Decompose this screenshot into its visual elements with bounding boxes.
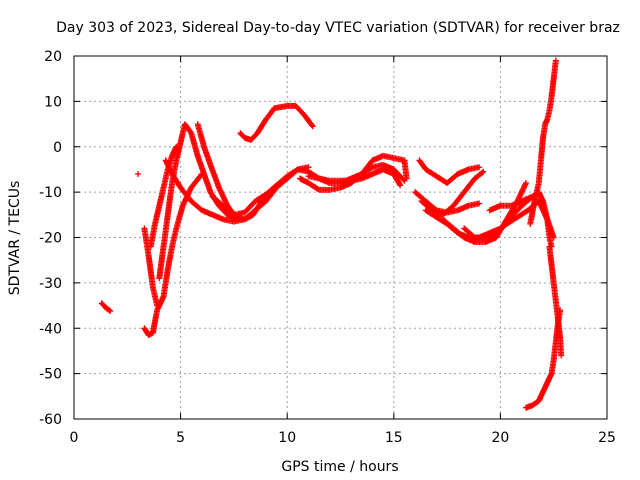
y-tick-label: -40 [39,321,62,337]
x-tick-labels: 0 5 10 15 20 25 [70,430,616,446]
series-sat-n [416,157,483,186]
y-tick-label: -60 [39,412,62,428]
series-sat-t [527,57,559,227]
series-sat-o [418,168,487,218]
data-marks [98,57,565,411]
x-tick-label: 10 [278,430,296,446]
tick-marks [73,55,608,420]
series-sat-c [141,225,161,309]
series-sat-j [237,102,316,143]
x-tick-label: 20 [491,430,509,446]
x-tick-label: 0 [70,430,79,446]
series-sat-h [194,121,276,223]
x-tick-label: 25 [598,430,616,446]
y-tick-label: -10 [39,185,62,201]
series-sat-d [141,171,205,339]
x-axis-label: GPS time / hours [281,459,398,475]
y-axis-label: SDTVAR / TECUs [7,181,23,296]
y-tick-label: 10 [44,94,62,110]
x-tick-label: 5 [176,430,185,446]
series-sat-l [305,166,404,189]
grid [74,56,607,419]
y-tick-label: -20 [39,231,62,247]
y-tick-labels: -60 -50 -40 -30 -20 -10 0 10 20 [39,49,62,428]
chart-title: Day 303 of 2023, Sidereal Day-to-day VTE… [56,20,620,36]
y-tick-label: -30 [39,276,62,292]
series-sat-v [546,243,565,359]
y-tick-label: 20 [44,49,62,65]
x-tick-label: 15 [385,430,403,446]
y-tick-label: -50 [39,367,62,383]
series-sat-a [98,300,114,314]
series-sat-b [135,171,141,177]
y-tick-label: 0 [53,140,62,156]
